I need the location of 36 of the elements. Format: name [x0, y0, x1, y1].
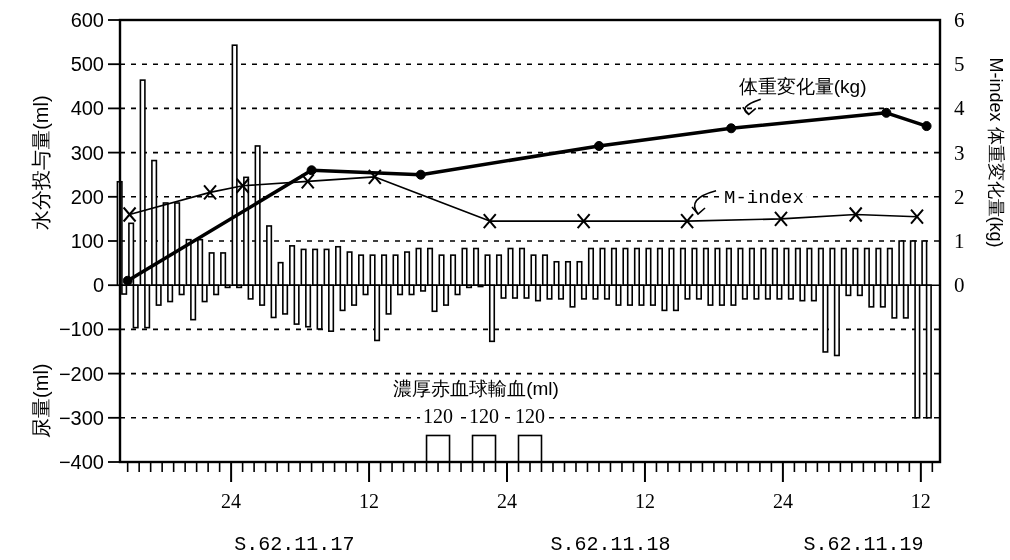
- y-tick-label: 200: [70, 185, 104, 208]
- y-tick-label: −400: [58, 451, 104, 473]
- text: S.62.11.17: [234, 533, 355, 556]
- y-tick-label: 600: [70, 9, 104, 31]
- y2-tick-label: 4: [954, 96, 965, 121]
- y2-axis-title: M-index 体重変化量(kg): [986, 57, 1006, 248]
- y-tick-label: −100: [58, 318, 104, 341]
- y2-tick-label: 3: [954, 140, 965, 165]
- y-tick-label: −300: [58, 406, 104, 429]
- text: 濃厚赤血球輸血(ml): [393, 378, 559, 400]
- y2-tick-label: 5: [954, 52, 965, 77]
- y-tick-label: 400: [70, 97, 104, 120]
- annotation: 120: [423, 405, 454, 428]
- x-tick-label: 24: [497, 490, 518, 512]
- text: 尿量(ml): [30, 363, 52, 438]
- x-tick-label: 12: [634, 490, 655, 512]
- series-label: 体重変化量(kg): [738, 76, 867, 98]
- x-tick-label: 24: [772, 490, 793, 512]
- text: S.62.11.18: [550, 533, 671, 556]
- y2-tick-label: 1: [954, 229, 965, 253]
- y2-tick-label: 2: [954, 184, 965, 209]
- annotation: 120: [469, 405, 500, 428]
- y-axis-title: 水分投与量(ml): [30, 95, 52, 230]
- annotation: 120: [515, 405, 545, 428]
- y-tick-label: 500: [70, 53, 104, 76]
- y-tick-label: 100: [70, 230, 104, 252]
- x-tick-label: 12: [359, 490, 380, 512]
- x-tick-label: 12: [910, 490, 931, 512]
- y-tick-label: −200: [58, 362, 104, 385]
- y2-tick-label: 6: [954, 8, 965, 32]
- y-tick-label: 300: [70, 141, 104, 164]
- x-tick-label: 24: [221, 490, 242, 512]
- text: S.62.11.19: [803, 533, 924, 556]
- y2-tick-label: 0: [954, 273, 965, 298]
- y-tick-label: 0: [92, 274, 104, 297]
- legend-label: M-index: [724, 186, 804, 209]
